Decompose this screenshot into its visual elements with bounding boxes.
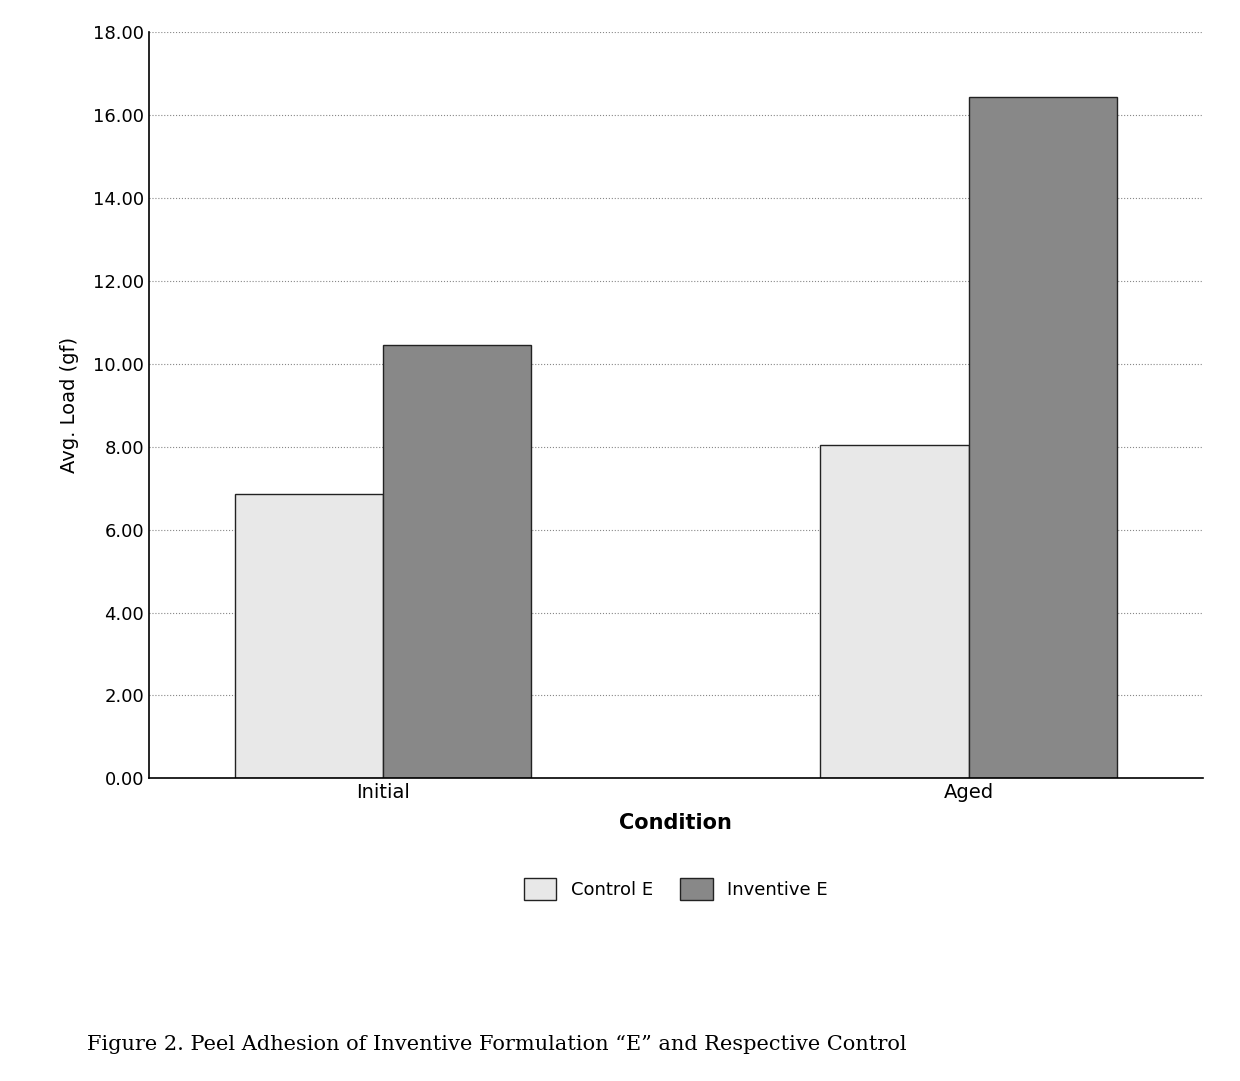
Y-axis label: Avg. Load (gf): Avg. Load (gf)	[60, 337, 79, 473]
Bar	[234, 494, 383, 778]
Bar	[383, 345, 532, 778]
Legend: Control E, Inventive E: Control E, Inventive E	[506, 860, 846, 919]
Text: Figure 2. Peel Adhesion of Inventive Formulation “E” and Respective Control: Figure 2. Peel Adhesion of Inventive For…	[87, 1035, 906, 1054]
Bar	[968, 96, 1117, 778]
X-axis label: Condition: Condition	[619, 813, 733, 833]
Bar	[820, 444, 968, 778]
